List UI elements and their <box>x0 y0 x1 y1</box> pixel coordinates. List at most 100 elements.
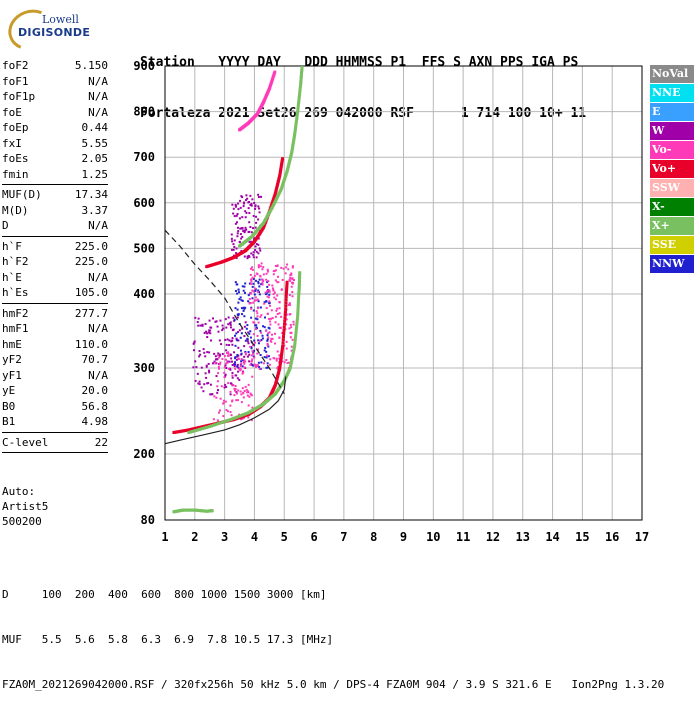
trace-point-vo <box>273 192 277 196</box>
echo-point-w <box>206 336 209 339</box>
trace-point-x <box>291 353 295 357</box>
param-value: N/A <box>88 74 108 88</box>
echo-point-w <box>229 321 232 324</box>
echo-point-nnw <box>237 288 240 291</box>
echo-point-nnw <box>252 355 255 358</box>
echo-point-vo <box>230 400 233 403</box>
echo-point-w <box>249 226 252 229</box>
echo-point-nnw <box>255 279 258 282</box>
echo-point-vo <box>248 298 251 301</box>
param-separator <box>2 431 108 433</box>
trace-point-x <box>297 297 301 301</box>
echo-point-vo <box>225 408 228 411</box>
echo-point-nnw <box>241 313 244 316</box>
echo-point-vo <box>268 363 271 366</box>
trace-point-x <box>203 426 207 430</box>
dashed-profile-curve <box>164 229 285 395</box>
echo-point-nnw <box>251 297 254 300</box>
param-label: hmF2 <box>2 306 29 320</box>
trace-point-x <box>297 98 301 102</box>
echo-point-w <box>235 247 238 250</box>
echo-point-vo <box>247 390 250 393</box>
y-tick-label: 80 <box>141 513 155 527</box>
echo-point-vo <box>243 390 246 393</box>
solid-profile-curve <box>164 376 287 445</box>
echo-point-vo <box>223 354 226 357</box>
echo-point-nnw <box>268 302 271 305</box>
echo-point-vo <box>268 317 271 320</box>
auto-artist: Artist5 <box>2 500 49 513</box>
echo-point-nnw <box>236 365 239 368</box>
echo-point-vo <box>252 352 255 355</box>
trace-point-x <box>276 193 280 197</box>
echo-point-w <box>210 326 213 329</box>
echo-point-nnw <box>234 281 237 284</box>
trace-point-x <box>296 312 300 316</box>
echo-point-vo <box>212 418 215 421</box>
echo-point-w <box>233 245 236 248</box>
trace-point-x <box>204 425 208 429</box>
echo-point-vo <box>226 361 229 364</box>
echo-point-vo <box>241 387 244 390</box>
echo-point-vo <box>239 369 242 372</box>
trace-point-x <box>290 149 294 153</box>
y-tick-label: 900 <box>133 59 155 73</box>
echo-point-nnw <box>264 346 267 349</box>
echo-point-nnw <box>253 349 256 352</box>
echo-point-vo <box>285 340 288 343</box>
echo-point-vo <box>248 302 251 305</box>
trace-point-x <box>291 351 295 355</box>
echo-point-nnw <box>236 339 239 342</box>
echo-point-nnw <box>234 344 237 347</box>
param-row: hmE 110.0 <box>2 337 108 353</box>
echo-point-w <box>200 386 203 389</box>
param-label: yF1 <box>2 368 22 382</box>
param-row: h`E N/A <box>2 270 108 286</box>
param-row: foF1p N/A <box>2 89 108 105</box>
echo-point-nnw <box>238 298 241 301</box>
param-row: B1 4.98 <box>2 414 108 430</box>
echo-point-vo <box>249 273 252 276</box>
x-tick-label: 10 <box>426 530 440 544</box>
echo-point-vo <box>261 281 264 284</box>
trace-point-x <box>206 425 210 429</box>
param-row: h`F2 225.0 <box>2 254 108 270</box>
echo-point-w <box>197 324 200 327</box>
trace-point-vo <box>271 76 275 80</box>
echo-point-w <box>252 253 255 256</box>
x-tick-label: 9 <box>400 530 407 544</box>
echo-point-vo <box>287 303 290 306</box>
echo-point-w <box>248 212 251 215</box>
echo-point-nnw <box>241 285 244 288</box>
trace-point-x <box>292 138 296 142</box>
echo-point-nnw <box>253 344 256 347</box>
echo-point-w <box>224 318 227 321</box>
echo-point-nnw <box>247 351 250 354</box>
trace-point-vo <box>277 176 281 180</box>
echo-point-vo <box>290 345 293 348</box>
trace-point-x <box>292 135 296 139</box>
echo-point-vo <box>249 292 252 295</box>
trace-point-x <box>300 72 304 76</box>
echo-point-nnw <box>259 353 262 356</box>
echo-point-w <box>243 335 246 338</box>
echo-point-w <box>235 374 238 377</box>
trace-point-x <box>297 290 301 294</box>
echo-point-vo <box>285 313 288 316</box>
trace-point-vo <box>284 290 288 294</box>
param-value: N/A <box>88 219 108 232</box>
echo-point-w <box>260 195 263 198</box>
logo-digisonde-text: DIGISONDE <box>18 26 91 39</box>
trace-point-vo <box>281 157 285 161</box>
trace-point-x <box>290 355 294 359</box>
echo-point-w <box>197 317 200 320</box>
echo-point-vo <box>252 301 255 304</box>
echo-point-w <box>214 355 217 358</box>
param-row: foEs 2.05 <box>2 151 108 167</box>
echo-point-vo <box>256 315 259 318</box>
echo-point-w <box>193 349 196 352</box>
echo-point-vo <box>250 278 253 281</box>
echo-point-vo <box>276 350 279 353</box>
digisonde-logo: Lowell DIGISONDE <box>2 3 94 57</box>
trace-point-x <box>299 73 303 77</box>
